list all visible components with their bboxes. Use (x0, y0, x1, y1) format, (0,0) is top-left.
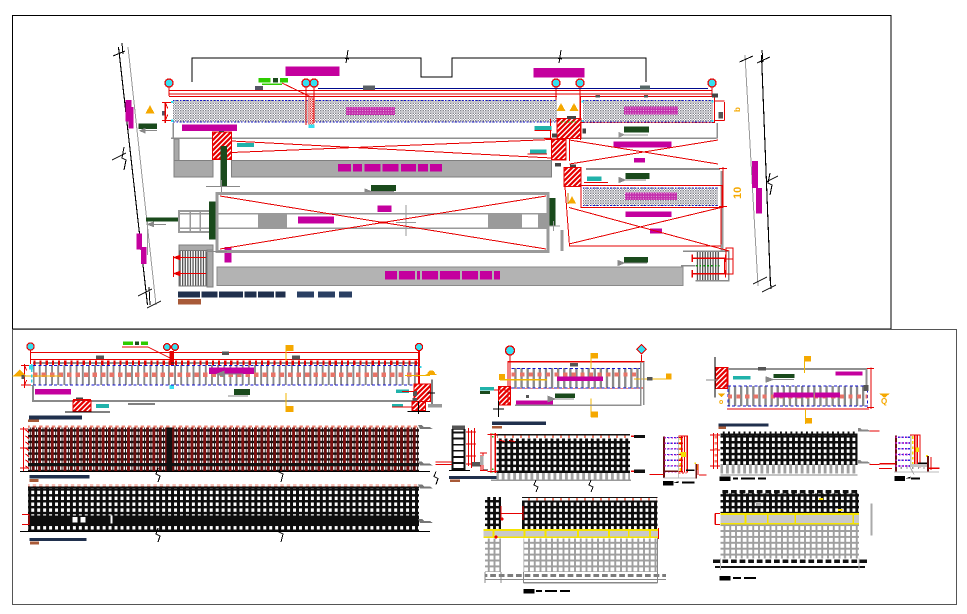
svg-text:o: o (719, 399, 723, 406)
svg-text:10: 10 (732, 187, 744, 199)
svg-text:b: b (733, 107, 742, 112)
svg-text:Q: Q (881, 397, 887, 406)
